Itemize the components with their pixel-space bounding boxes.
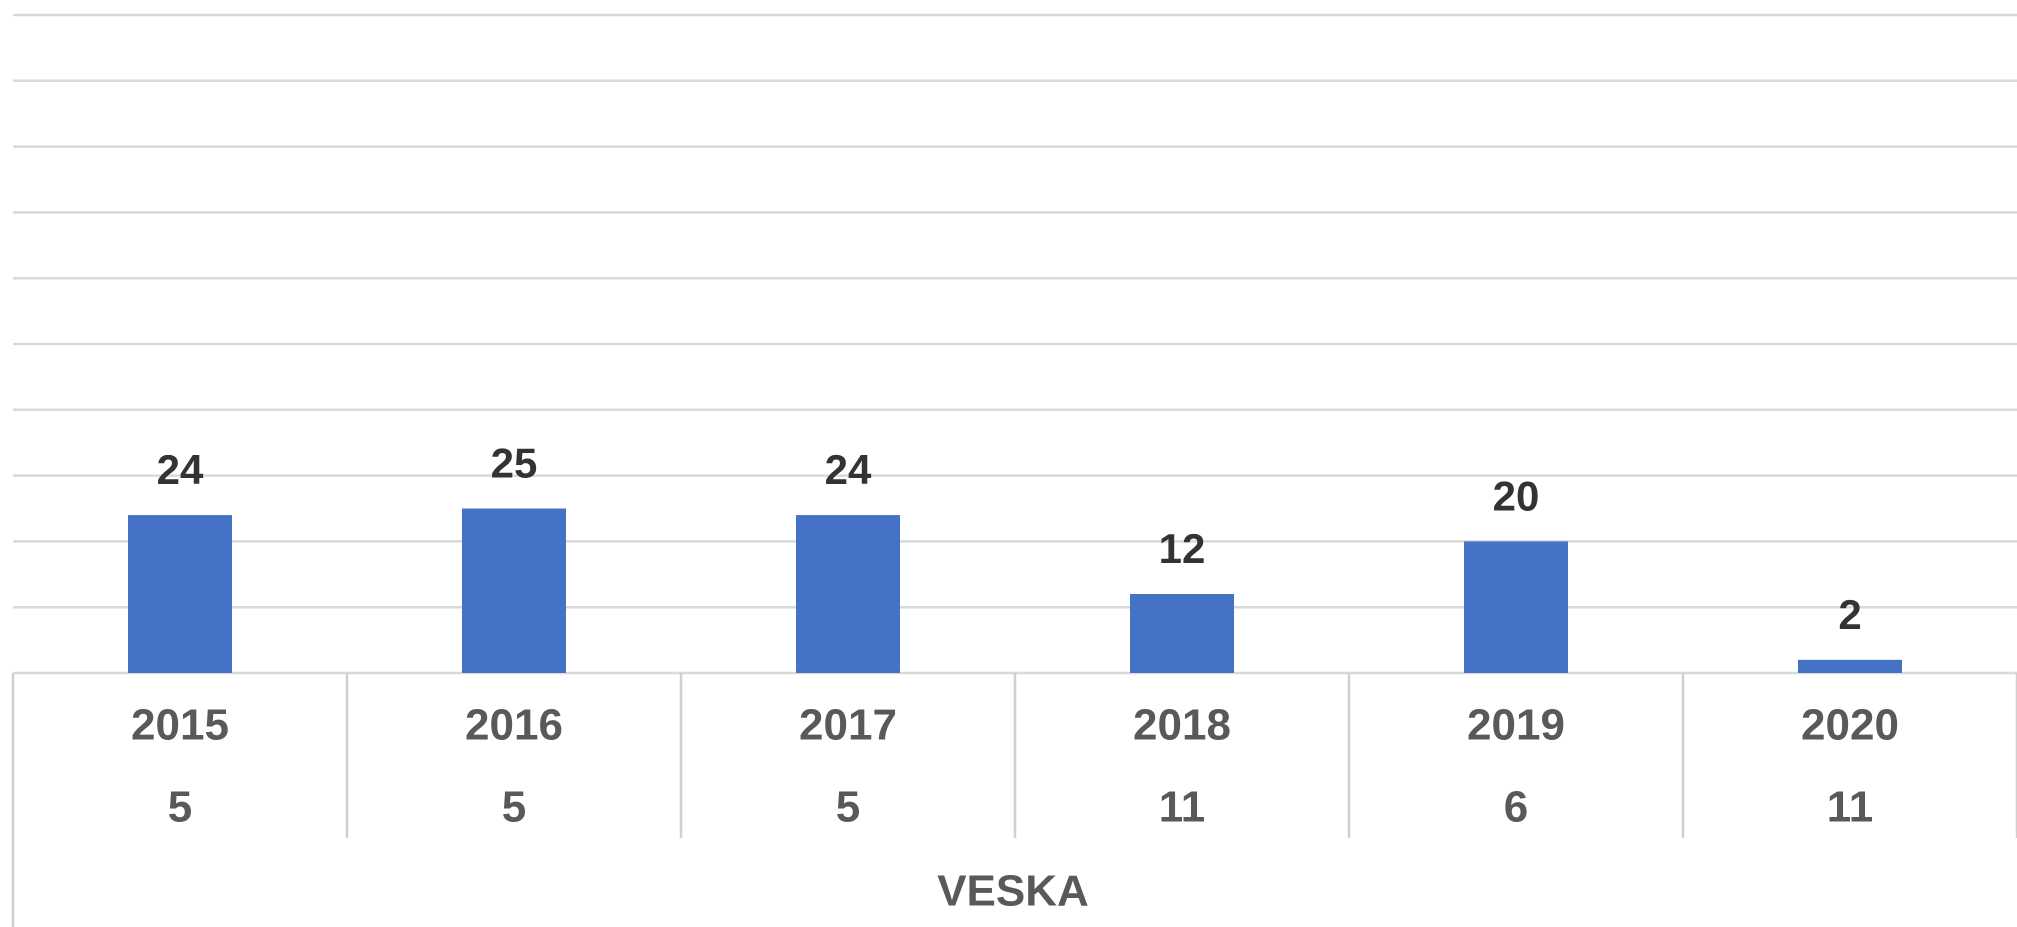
data-label: 20 bbox=[1493, 472, 1540, 519]
bar bbox=[1130, 594, 1234, 673]
x-tick-label: 2015 bbox=[131, 701, 229, 750]
bar bbox=[796, 515, 900, 673]
x-subcategory-label: 5 bbox=[502, 783, 526, 832]
x-tick-label: 2019 bbox=[1467, 701, 1565, 750]
x-tick-label: 2016 bbox=[465, 701, 563, 750]
x-subcategory-label: 11 bbox=[1827, 783, 1874, 832]
x-tick-label: 2018 bbox=[1133, 701, 1231, 750]
x-subcategory-label: 5 bbox=[168, 783, 192, 832]
data-label: 2 bbox=[1838, 591, 1861, 638]
x-tick-label: 2017 bbox=[799, 701, 897, 750]
data-label: 12 bbox=[1159, 525, 1206, 572]
x-subcategory-label: 5 bbox=[836, 783, 860, 832]
bar bbox=[462, 508, 566, 673]
bar bbox=[128, 515, 232, 673]
x-tick-label: 2020 bbox=[1801, 701, 1899, 750]
x-subcategory-label: 6 bbox=[1504, 783, 1528, 832]
data-label: 24 bbox=[825, 446, 872, 493]
data-label: 25 bbox=[491, 440, 538, 487]
bar bbox=[1798, 659, 1902, 673]
x-subcategory-label: 11 bbox=[1159, 783, 1206, 832]
bar bbox=[1464, 541, 1568, 673]
group-label: VESKA bbox=[937, 867, 1089, 916]
data-label: 24 bbox=[157, 446, 204, 493]
